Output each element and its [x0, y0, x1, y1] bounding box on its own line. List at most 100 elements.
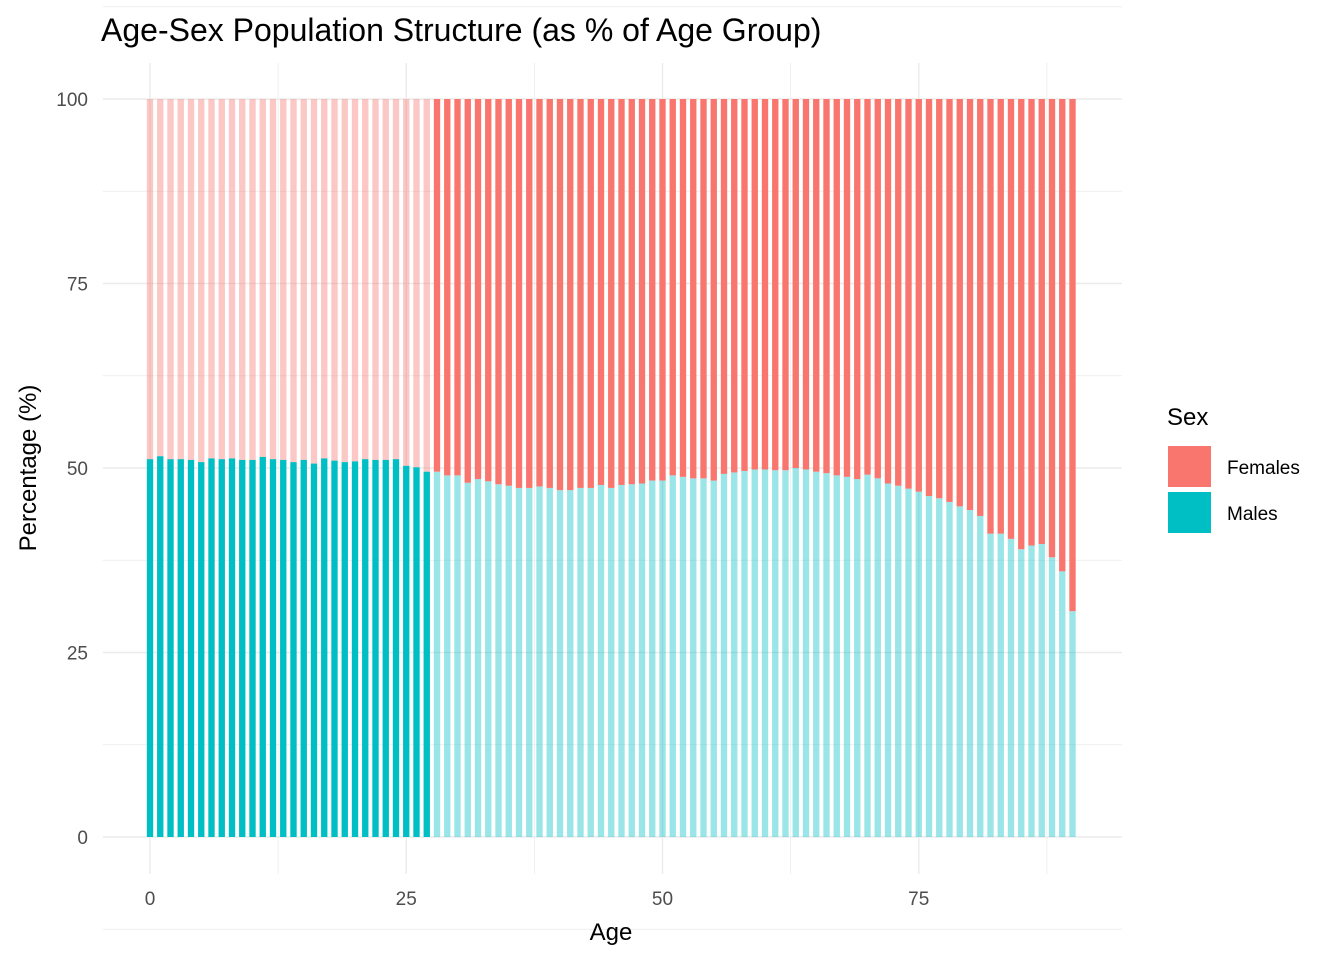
bar-males-age-10 [249, 459, 256, 837]
bar-males-age-17 [321, 458, 328, 837]
bar-males-age-44 [597, 484, 605, 837]
bar-males-age-63 [792, 468, 799, 837]
bar-females-age-21 [362, 99, 369, 460]
bar-females-age-56 [720, 99, 728, 474]
bar-males-age-30 [454, 475, 461, 837]
bar-males-age-16 [310, 463, 318, 837]
bar-females-age-74 [905, 99, 912, 489]
legend-title: Sex [1167, 404, 1208, 431]
bar-males-age-90 [1069, 611, 1076, 837]
bar-females-age-88 [1048, 99, 1056, 558]
bar-males-age-60 [761, 469, 769, 837]
bar-females-age-53 [690, 99, 697, 479]
legend: Sex Females Males [1167, 404, 1300, 533]
bar-males-age-85 [1018, 549, 1025, 837]
bar-males-age-18 [331, 460, 338, 837]
bar-males-age-3 [177, 459, 184, 837]
legend-swatch-males [1168, 492, 1211, 533]
bar-males-age-1 [157, 456, 164, 837]
bar-females-age-57 [731, 99, 738, 473]
bar-females-age-33 [485, 99, 492, 482]
bar-males-age-25 [403, 465, 410, 837]
bar-males-age-12 [269, 459, 277, 837]
bar-females-age-16 [310, 99, 318, 464]
bar-males-age-35 [505, 485, 512, 837]
bar-females-age-24 [392, 99, 400, 460]
bar-females-age-31 [464, 99, 471, 483]
bar-females-age-49 [649, 99, 656, 481]
bar-females-age-67 [833, 99, 840, 476]
bar-males-age-33 [485, 481, 492, 837]
y-tick-label: 100 [56, 90, 88, 111]
bar-males-age-70 [864, 474, 871, 837]
bar-males-age-79 [956, 506, 963, 837]
bar-males-age-43 [587, 487, 594, 837]
bar-females-age-84 [1007, 99, 1015, 539]
bar-females-age-13 [280, 99, 287, 460]
bar-females-age-45 [608, 99, 615, 488]
bar-males-age-66 [823, 473, 830, 837]
x-axis-title: Age [590, 919, 633, 946]
bar-males-age-29 [444, 475, 451, 837]
bar-males-age-58 [741, 470, 748, 837]
bar-females-age-73 [895, 99, 902, 486]
bar-males-age-11 [259, 456, 266, 837]
bar-males-age-49 [649, 480, 656, 837]
bar-males-age-5 [198, 462, 205, 837]
bar-females-age-30 [454, 99, 461, 476]
bar-males-age-15 [300, 459, 307, 837]
bar-females-age-28 [433, 99, 441, 472]
bar-males-age-46 [618, 484, 625, 837]
bar-females-age-72 [884, 99, 892, 484]
bar-females-age-60 [761, 99, 769, 470]
bar-females-age-12 [269, 99, 277, 460]
bar-males-age-75 [915, 491, 922, 837]
y-tick-label: 75 [67, 275, 88, 296]
bar-males-age-13 [280, 459, 287, 837]
bar-females-age-22 [372, 99, 379, 460]
bar-females-age-46 [618, 99, 625, 485]
bar-males-age-56 [720, 473, 728, 837]
bar-males-age-22 [372, 459, 379, 837]
bar-females-age-7 [218, 99, 225, 460]
bar-females-age-48 [638, 99, 646, 484]
bar-males-age-52 [679, 476, 687, 837]
bar-males-age-59 [751, 469, 758, 837]
bar-females-age-47 [628, 99, 635, 485]
bar-females-age-62 [782, 99, 789, 471]
bar-females-age-41 [567, 99, 574, 491]
bar-males-age-64 [802, 469, 810, 837]
bar-females-age-54 [700, 99, 707, 479]
bar-males-age-14 [290, 462, 297, 837]
bar-males-age-55 [710, 480, 717, 837]
bar-males-age-62 [782, 470, 789, 837]
bar-females-age-85 [1018, 99, 1025, 550]
x-tick-label: 25 [396, 889, 417, 910]
bar-series [146, 99, 1076, 837]
y-tick-label: 0 [77, 828, 88, 849]
bar-females-age-26 [413, 99, 420, 468]
bar-females-age-38 [536, 99, 543, 487]
bar-males-age-81 [977, 515, 984, 837]
bar-males-age-82 [987, 533, 994, 837]
chart-title: Age-Sex Population Structure (as % of Ag… [101, 12, 821, 48]
bar-females-age-70 [864, 99, 871, 475]
bar-females-age-39 [546, 99, 553, 488]
bar-females-age-79 [956, 99, 963, 507]
bar-males-age-71 [874, 478, 881, 837]
bar-females-age-55 [710, 99, 717, 481]
bar-females-age-6 [208, 99, 215, 459]
bar-females-age-11 [259, 99, 266, 457]
bar-females-age-9 [239, 99, 246, 460]
bar-males-age-8 [228, 458, 236, 837]
bar-males-age-20 [351, 461, 359, 837]
bar-males-age-34 [495, 484, 502, 837]
bar-males-age-72 [884, 483, 892, 837]
bar-males-age-9 [239, 459, 246, 837]
x-tick-label: 0 [145, 889, 156, 910]
bar-males-age-57 [731, 472, 738, 837]
bar-females-age-19 [341, 99, 348, 463]
bar-females-age-65 [813, 99, 820, 472]
bar-females-age-40 [556, 99, 564, 491]
bar-males-age-42 [577, 487, 584, 837]
